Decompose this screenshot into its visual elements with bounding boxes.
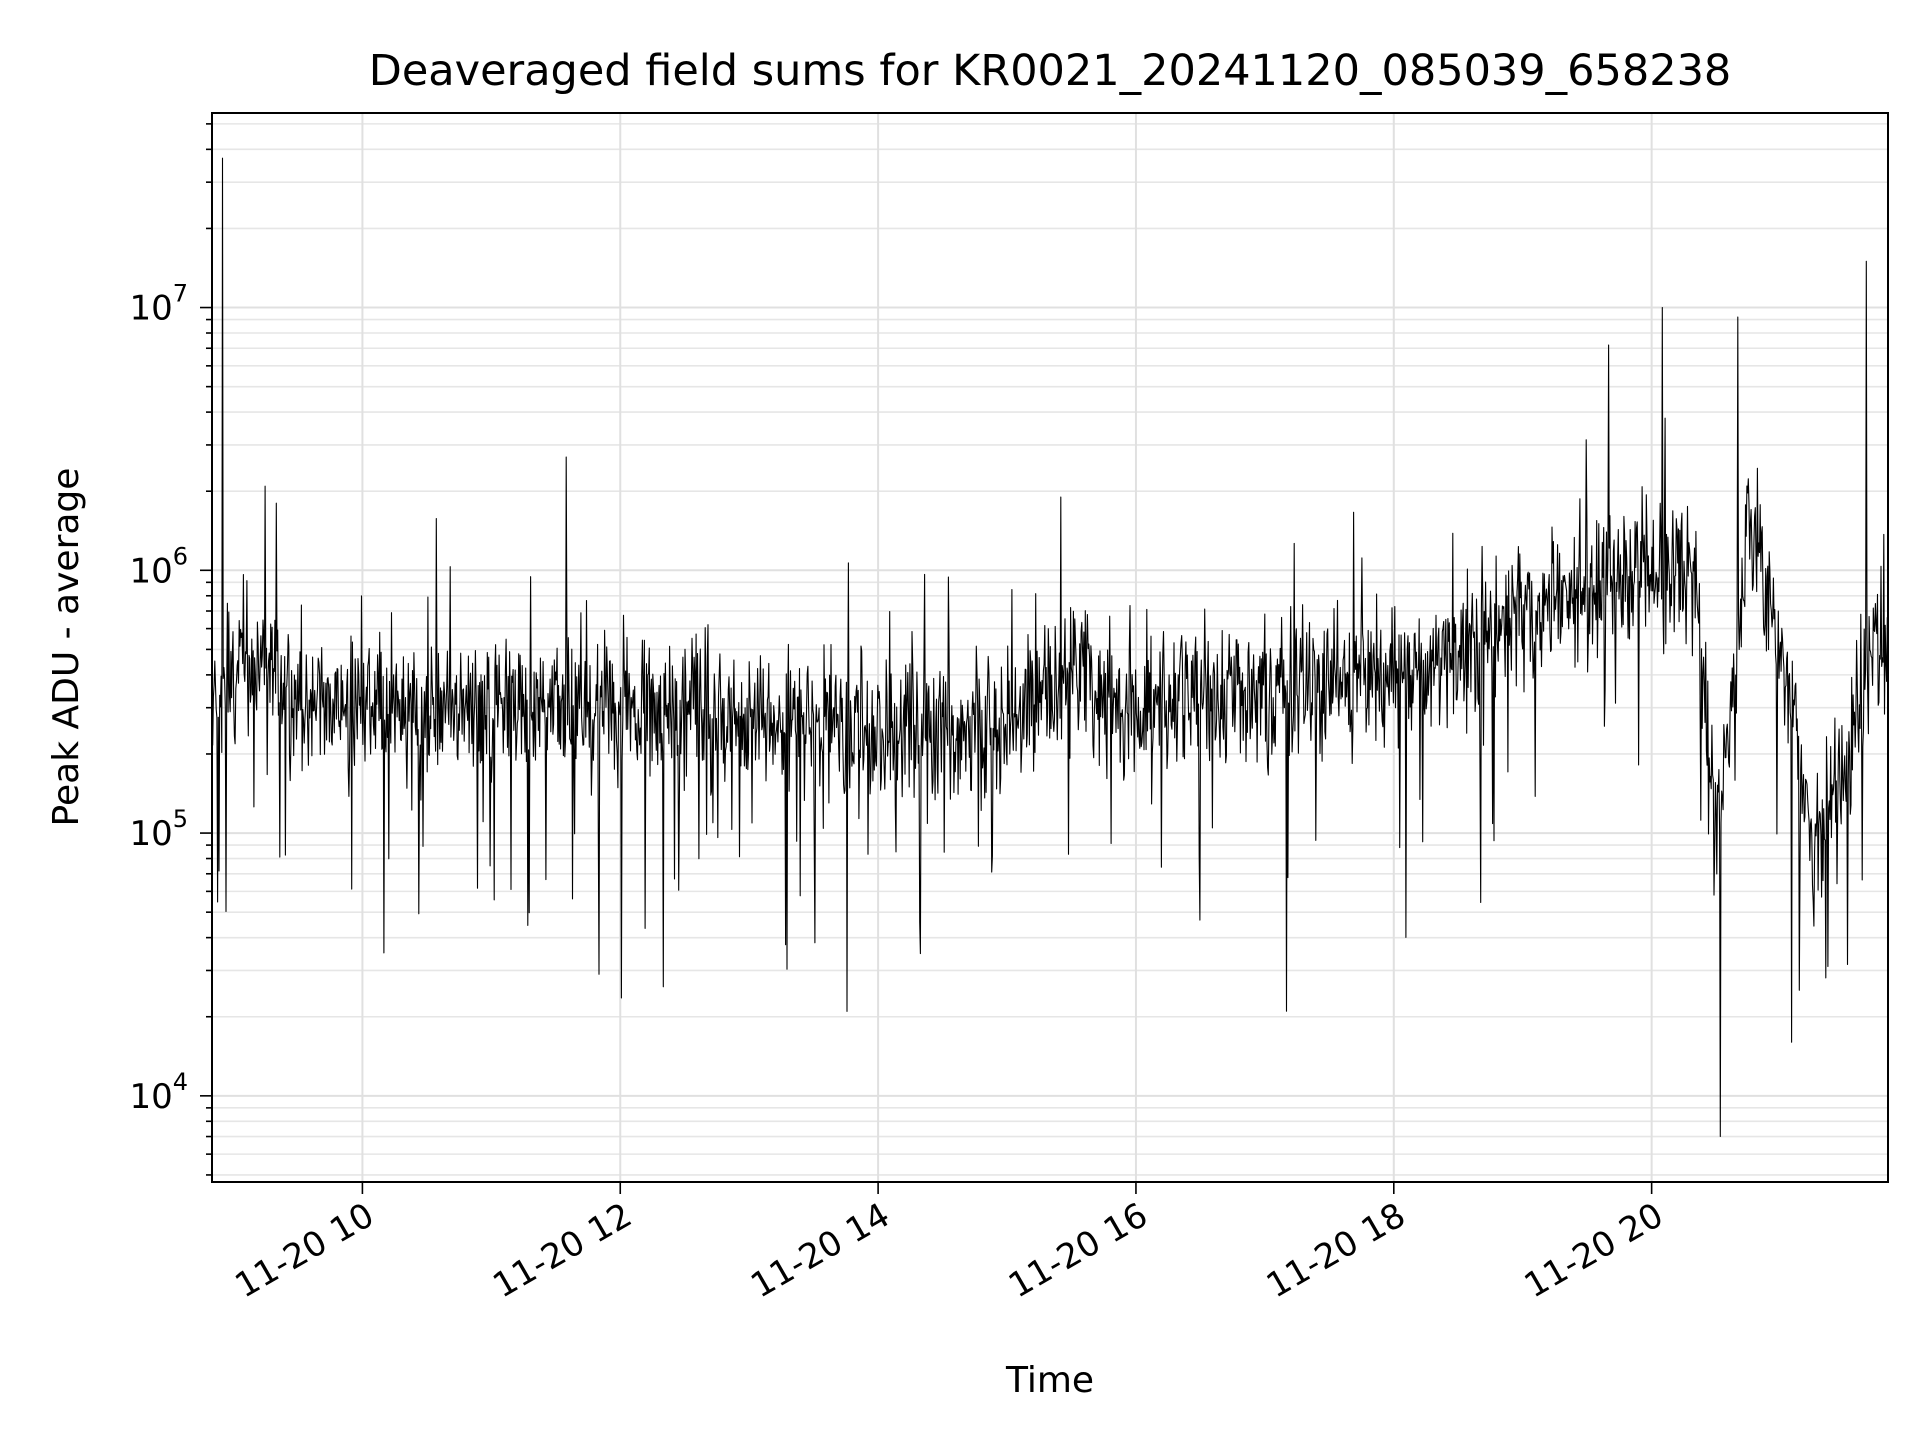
y-tick-exponent: 4	[173, 1068, 188, 1096]
y-tick-exponent: 6	[173, 542, 188, 570]
y-tick-base: 10	[129, 814, 172, 854]
axis-ticks	[200, 123, 1653, 1194]
data-line-layer	[211, 157, 1889, 1138]
plot-area-frame	[211, 112, 1889, 1183]
y-tick-base: 10	[129, 1077, 172, 1117]
y-tick-label: 107	[129, 280, 188, 329]
y-tick-base: 10	[129, 551, 172, 591]
y-axis-label: Peak ADU - average	[46, 468, 87, 827]
grid	[212, 113, 1888, 1182]
x-axis-label: Time	[1005, 1360, 1094, 1401]
y-tick-label: 104	[129, 1068, 188, 1117]
chart-title: Deaveraged field sums for KR0021_2024112…	[369, 46, 1732, 96]
series-line	[211, 157, 1889, 1138]
y-tick-exponent: 7	[173, 280, 188, 308]
y-tick-label: 105	[129, 805, 188, 854]
y-tick-base: 10	[129, 289, 172, 329]
y-tick-label: 106	[129, 542, 188, 591]
y-tick-exponent: 5	[173, 805, 188, 833]
